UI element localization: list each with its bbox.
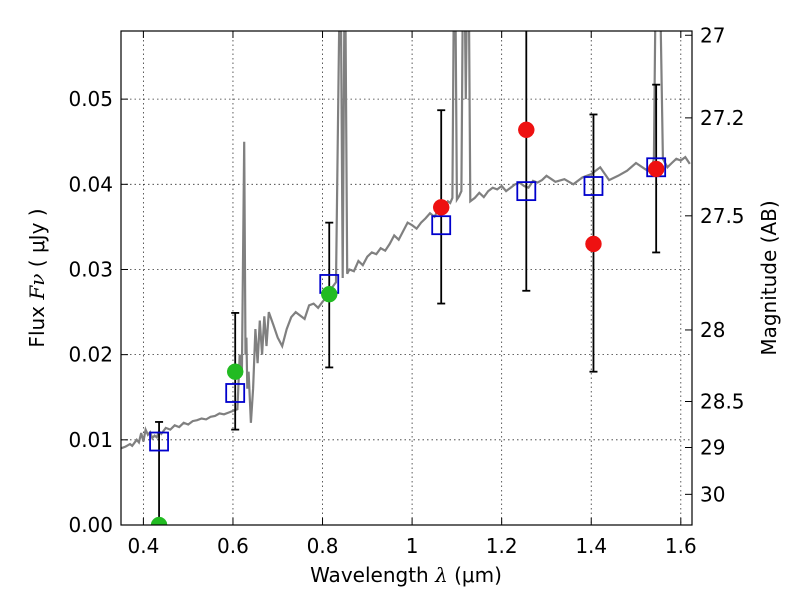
detection-point <box>150 516 168 525</box>
x-tick-label: 1.6 <box>665 534 697 558</box>
y2-tick-label: 27.2 <box>700 106 745 130</box>
observed-flux-points <box>150 121 665 525</box>
y2-axis-title: Magnitude (AB) <box>757 200 781 355</box>
detection-point <box>320 285 338 303</box>
y2-tick-label: 28.5 <box>700 390 745 414</box>
y-tick-label: 0.02 <box>68 343 113 367</box>
y-tick-label: 0.04 <box>68 172 113 196</box>
y2-tick-label: 27.5 <box>700 204 745 228</box>
model-photometry-points <box>149 157 667 452</box>
upper-point <box>585 235 602 253</box>
plot-frame <box>120 30 693 526</box>
x-tick-label: 1.2 <box>486 534 518 558</box>
x-tick-label: 0.6 <box>217 534 249 558</box>
model-photometry-square <box>516 181 537 202</box>
model-photometry-square <box>431 215 452 236</box>
x-tick-label: 0.4 <box>127 534 159 558</box>
y-tick-label: 0.05 <box>68 87 113 111</box>
grid-lines <box>121 31 692 526</box>
axis-ticks <box>121 31 692 526</box>
y-tick-label: 0.00 <box>68 513 113 537</box>
plot-area <box>121 31 691 525</box>
y-tick-label: 0.01 <box>68 428 113 452</box>
error-bars <box>155 31 661 525</box>
x-tick-label: 0.8 <box>307 534 339 558</box>
y2-tick-label: 27 <box>700 23 725 47</box>
model-spectrum-line <box>121 31 691 450</box>
upper-point <box>518 121 535 139</box>
model-photometry-square <box>225 383 246 403</box>
y-tick-label: 0.03 <box>68 257 113 281</box>
model-photometry-square <box>149 431 169 452</box>
y2-tick-label: 29 <box>700 435 725 459</box>
model-photometry-square <box>583 176 604 196</box>
upper-point <box>432 199 450 216</box>
upper-point <box>647 160 665 178</box>
y2-tick-label: 28 <box>700 318 725 342</box>
y-axis-title: Flux Fν ( μJy ) <box>25 208 49 347</box>
detection-point <box>226 363 244 380</box>
y2-tick-label: 30 <box>700 482 725 506</box>
x-tick-label: 1 <box>406 534 419 558</box>
x-axis-title: Wavelength λ (μm) <box>310 563 502 587</box>
axis-tick-labels: 0.4 0.6 0.8 1 1.2 1.4 1.6 0.00 0.01 0.02 0.03 0.04 0… <box>68 23 744 558</box>
x-tick-label: 1.4 <box>575 534 607 558</box>
